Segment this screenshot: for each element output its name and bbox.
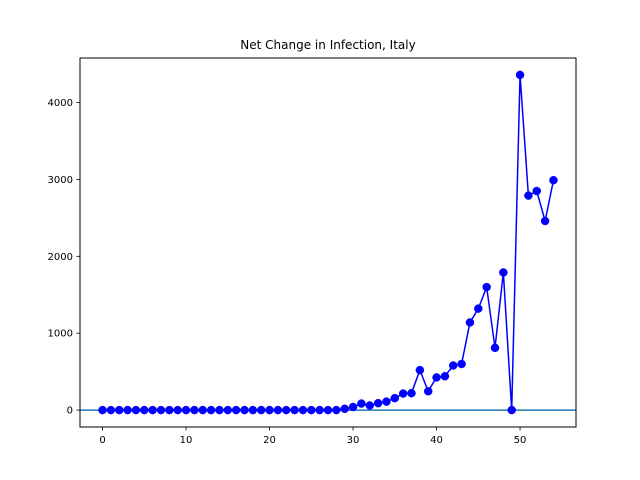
data-point	[265, 405, 274, 415]
data-point	[474, 304, 483, 313]
data-point	[323, 405, 333, 415]
data-point	[382, 397, 391, 406]
data-point	[449, 361, 458, 370]
data-point	[215, 405, 224, 415]
plot-area: 0 10 20 30 40 50 0 1000 2000 3000 4000	[48, 70, 576, 446]
data-point	[315, 405, 324, 415]
data-point	[181, 405, 191, 415]
data-point	[499, 268, 508, 277]
data-point	[248, 405, 258, 415]
data-point	[256, 405, 266, 415]
data-point	[165, 405, 174, 415]
data-point	[373, 398, 383, 408]
data-point	[98, 405, 107, 415]
data-point	[482, 282, 491, 292]
y-tick-label: 2000	[48, 252, 73, 263]
x-tick-label: 0	[99, 435, 105, 446]
data-point	[231, 405, 241, 415]
x-tick-label: 40	[430, 435, 443, 446]
data-point	[490, 343, 500, 353]
y-tick-label: 0	[67, 406, 73, 417]
data-point	[332, 405, 341, 415]
data-point	[540, 216, 550, 226]
y-tick-label: 4000	[48, 98, 73, 109]
data-point	[206, 405, 216, 415]
data-point	[440, 372, 450, 381]
data-point	[365, 401, 375, 410]
x-tick-label: 50	[514, 435, 527, 446]
data-point	[515, 70, 525, 80]
chart-title: Net Change in Infection, Italy	[240, 38, 415, 52]
data-point	[290, 405, 299, 415]
data-point	[123, 405, 132, 415]
data-point	[307, 405, 316, 415]
data-point	[298, 405, 308, 415]
data-point	[173, 405, 182, 415]
data-point	[357, 399, 366, 408]
data-point	[140, 405, 149, 415]
data-point	[524, 191, 533, 200]
data-point	[106, 405, 116, 415]
data-point	[432, 373, 441, 382]
data-point	[507, 405, 516, 415]
axes-frame	[79, 57, 577, 428]
x-tick-label: 20	[263, 435, 276, 446]
data-point	[281, 405, 291, 415]
data-point	[340, 404, 349, 414]
data-point	[532, 186, 542, 196]
data-point	[190, 405, 199, 415]
data-point	[223, 405, 233, 415]
data-point	[423, 387, 433, 396]
data-point	[465, 318, 475, 327]
data-point	[273, 405, 283, 415]
data-point	[156, 405, 166, 415]
data-point	[390, 393, 400, 403]
data-point	[398, 389, 408, 398]
x-tick-label: 30	[347, 435, 360, 446]
data-point	[131, 405, 141, 415]
y-tick-label: 1000	[48, 329, 73, 340]
data-point	[457, 359, 466, 369]
data-point	[348, 402, 358, 412]
data-point	[148, 405, 157, 415]
y-tick-label: 3000	[48, 175, 73, 186]
data-point	[198, 405, 207, 415]
data-point	[240, 405, 249, 415]
data-point	[407, 388, 416, 398]
x-tick-label: 10	[180, 435, 193, 446]
data-point	[114, 405, 124, 415]
data-point	[549, 175, 558, 185]
data-point	[415, 365, 425, 375]
